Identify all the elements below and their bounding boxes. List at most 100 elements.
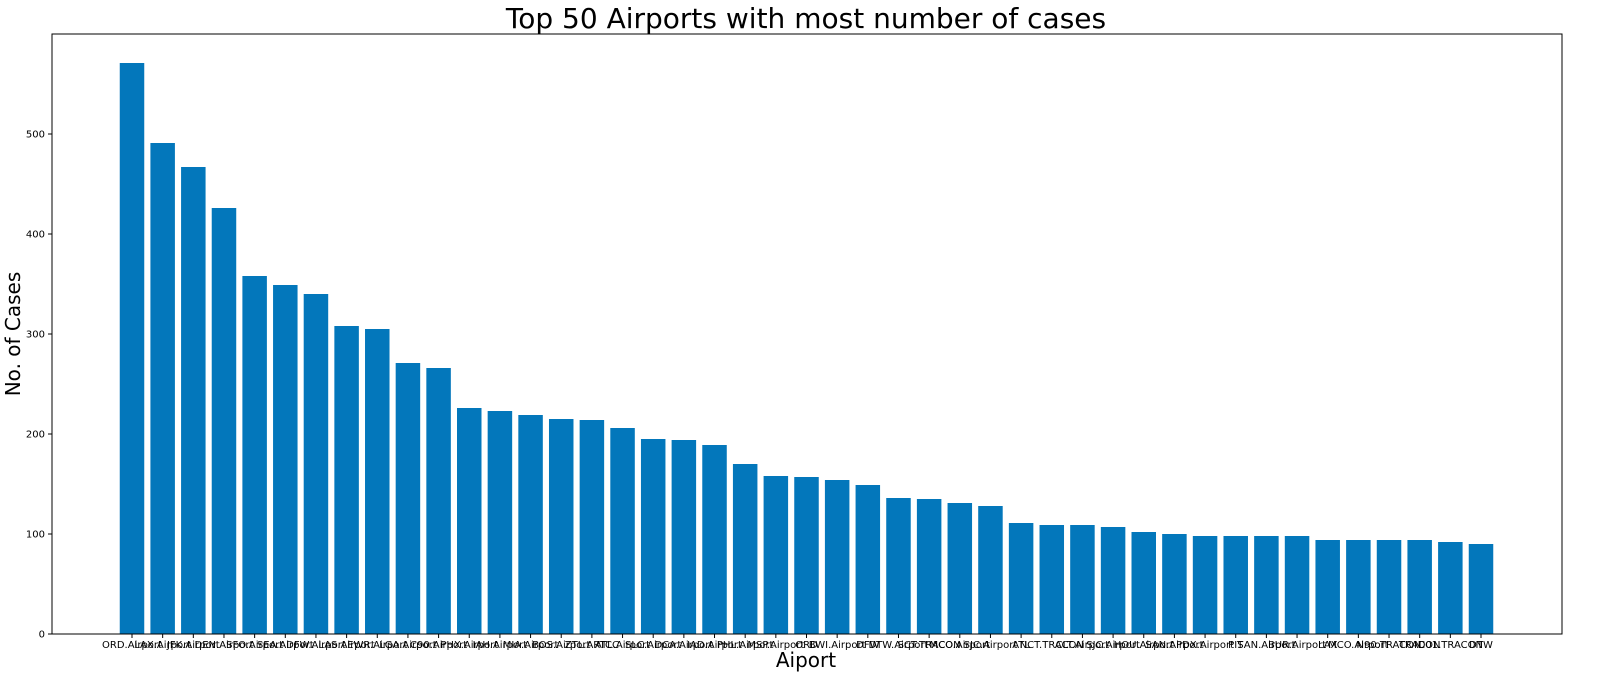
x-tick-label-12: IAH.Airport (473, 640, 528, 651)
bar-17 (640, 439, 666, 634)
x-tick-label-2: JFK.Airport (166, 640, 220, 651)
x-tick-label-7: LAS.Airport (318, 640, 374, 651)
bar-30 (1039, 525, 1065, 634)
bar-24 (855, 485, 881, 634)
x-axis-label: Aiport (776, 648, 836, 672)
x-tick-label-13: MIA.Airport (503, 640, 559, 651)
bar-0 (119, 63, 145, 634)
bar-10 (426, 368, 451, 634)
bar-44 (1468, 544, 1494, 634)
bar-11 (457, 408, 482, 634)
bar-34 (1162, 534, 1187, 634)
bar-25 (886, 498, 911, 634)
x-tick-label-37: SAN.Airport (1237, 640, 1295, 651)
bar-19 (702, 445, 727, 634)
x-tick-label-22: ORD (795, 640, 818, 651)
x-tick-label-36: PIT (1228, 640, 1244, 651)
x-tick-label-39: LAX (1318, 640, 1338, 651)
x-tick-label-33: HOU.Airport (1114, 640, 1174, 651)
x-tick-label-4: SFO.Airport (226, 640, 283, 651)
y-tick-label-4: 400 (26, 230, 45, 241)
y-tick-label-1: 100 (26, 530, 45, 541)
bar-23 (824, 480, 850, 634)
bar-36 (1223, 536, 1248, 634)
x-tick-label-27: MCO.Airport (930, 640, 991, 651)
bar-35 (1192, 536, 1218, 634)
x-tick-label-15: ZTL.ARTCC (565, 640, 619, 651)
y-tick-label-5: 500 (26, 130, 45, 141)
x-tick-label-11: PHX.Airport (440, 640, 498, 651)
bar-14 (548, 419, 574, 634)
bar-32 (1100, 527, 1126, 634)
plot-area: 0 100 200 300 400 500 ORD.AirportLAX.AirportJF… (26, 63, 1494, 651)
bar-15 (579, 420, 605, 634)
x-tick-label-35: PDX.Airport (1176, 640, 1234, 651)
y-tick-label-0: 0 (39, 630, 45, 641)
x-tick-label-26: SCT.TRACON (898, 640, 961, 651)
bar-2 (181, 167, 206, 634)
x-tick-label-9: LGA.Airport (379, 640, 436, 651)
x-tick-label-16: ATL.Airport (595, 640, 650, 651)
bar-3 (211, 208, 237, 634)
bar-33 (1131, 532, 1156, 634)
bar-42 (1407, 540, 1432, 634)
x-tick-label-44: DTW (1469, 640, 1493, 651)
bar-18 (671, 440, 697, 634)
x-tick-label-40: MCO.Airport (1328, 640, 1389, 651)
bar-7 (334, 326, 359, 634)
bar-26 (916, 499, 942, 634)
bar-8 (365, 329, 390, 634)
x-tick-label-31: CLT.Airport (1056, 640, 1110, 651)
x-tick-label-42: TRACON (1398, 640, 1441, 651)
plot-frame (51, 33, 1563, 635)
y-tick-label-3: 300 (26, 330, 45, 341)
x-tick-label-3: DEN.Airport (195, 640, 254, 651)
bar-20 (732, 464, 758, 634)
bar-39 (1315, 540, 1340, 634)
y-tick-label-2: 200 (26, 430, 45, 441)
chart-title: Top 50 Airports with most number of case… (505, 2, 1106, 35)
bar-16 (610, 428, 635, 634)
x-tick-label-38: BUR.Airport (1268, 640, 1326, 651)
x-tick-label-17: SLC.Airport (625, 640, 681, 651)
x-tick-label-34: SAN.Airport (1145, 640, 1203, 651)
x-tick-label-43: D01.TRACON (1418, 640, 1483, 651)
bar-22 (794, 477, 819, 634)
x-tick-label-0: ORD.Airport (102, 640, 162, 651)
x-tick-label-30: NCT.TRACON (1020, 640, 1084, 651)
y-axis-label: No. of Cases (1, 272, 25, 397)
x-tick-label-29: ATL (1012, 640, 1030, 651)
bar-5 (273, 285, 298, 634)
bar-38 (1284, 536, 1310, 634)
x-tick-label-41: N90.TRACON (1356, 640, 1421, 651)
bar-28 (978, 506, 1003, 634)
bar-43 (1438, 542, 1463, 634)
x-tick-label-10: C90.Airport (410, 640, 467, 651)
x-tick-label-8: EWR.Airport (347, 640, 407, 651)
bar-29 (1008, 523, 1034, 634)
bar-37 (1254, 536, 1279, 634)
x-tick-label-14: BOS.Airport (532, 640, 590, 651)
bar-21 (763, 476, 789, 634)
bar-31 (1070, 525, 1095, 634)
bar-6 (303, 294, 329, 634)
bar-12 (487, 411, 513, 634)
x-tick-label-5: SEA.Airport (257, 640, 314, 651)
bar-13 (518, 415, 543, 634)
x-tick-label-19: IAD.Airport (687, 640, 742, 651)
x-tick-label-6: DFW.Airport (286, 640, 346, 651)
x-tick-label-25: DTW.Airport (868, 640, 928, 651)
x-tick-label-32: SJC.Airport (1086, 640, 1140, 651)
x-tick-label-23: BWI.Airport (809, 640, 866, 651)
bar-1 (150, 143, 175, 634)
x-tick-label-18: DCA.Airport (654, 640, 713, 651)
bar-9 (395, 363, 421, 634)
x-tick-label-28: SJC.Airport (964, 640, 1018, 651)
bar-4 (242, 276, 267, 634)
bar-41 (1376, 540, 1402, 634)
bar-40 (1346, 540, 1371, 634)
bar-27 (947, 503, 973, 634)
x-tick-label-20: PHL.Airport (717, 640, 774, 651)
x-tick-label-21: MSP.Airport (747, 640, 804, 651)
